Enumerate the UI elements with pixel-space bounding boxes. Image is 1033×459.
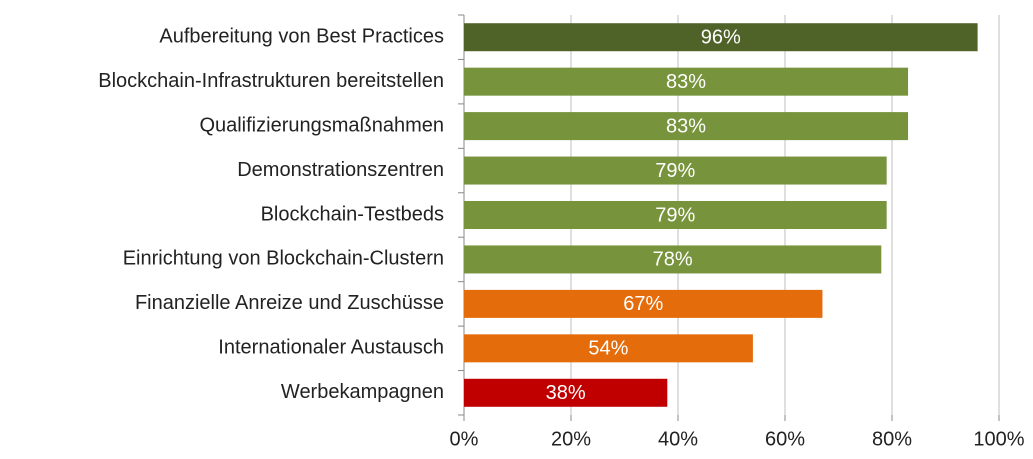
category-label: Werbekampagnen [281,381,444,403]
x-tick-label: 60% [765,428,805,450]
bar [464,245,882,274]
category-label: Aufbereitung von Best Practices [159,26,444,48]
bar [464,112,909,141]
x-tick-label: 100% [973,428,1024,450]
category-label: Internationaler Austausch [218,337,444,359]
value-label: 67% [623,293,663,315]
value-label: 83% [666,71,706,93]
value-label: 96% [701,27,741,49]
value-label: 79% [655,204,695,226]
bar [464,334,753,363]
value-label: 83% [666,115,706,137]
bar [464,289,823,318]
bar [464,201,887,229]
x-tick-label: 40% [658,428,698,450]
bar [464,23,978,52]
category-label: Blockchain-Testbeds [261,203,444,225]
category-label: Blockchain-Infrastrukturen bereitstellen [98,70,444,92]
x-tick-label: 0% [450,428,479,450]
x-tick-label: 20% [551,428,591,450]
bar [464,156,887,185]
category-label: Demonstrationszentren [237,159,444,181]
bar [464,67,909,96]
bar [464,378,668,407]
category-label: Qualifizierungsmaßnahmen [199,114,444,136]
value-label: 38% [546,382,586,404]
value-label: 54% [588,338,628,360]
category-label: Einrichtung von Blockchain-Clustern [123,248,444,270]
category-label: Finanzielle Anreize und Zuschüsse [135,292,444,314]
value-label: 78% [653,249,693,271]
x-tick-label: 80% [872,428,912,450]
value-label: 79% [655,160,695,182]
